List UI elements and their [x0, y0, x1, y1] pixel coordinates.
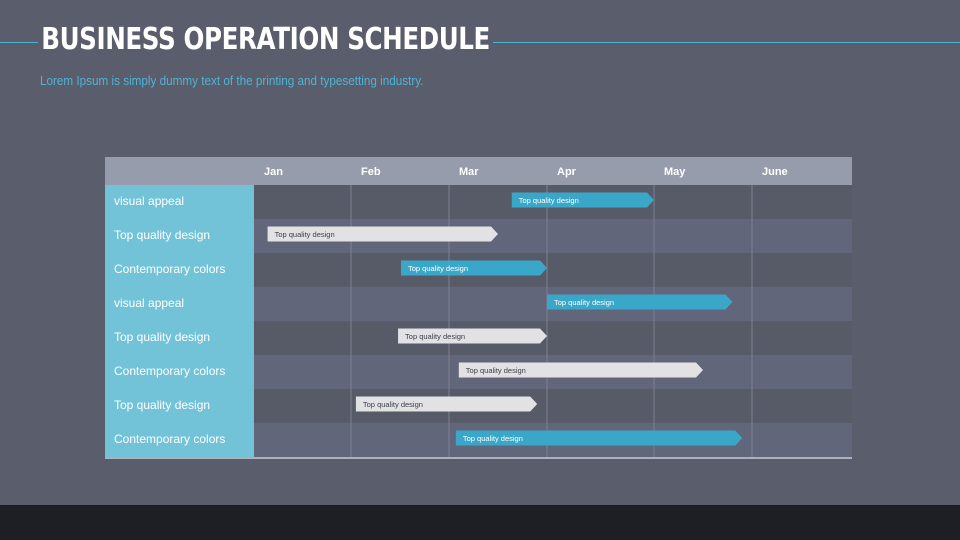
- month-label: Jan: [264, 166, 283, 178]
- task-label: Top quality design: [114, 330, 210, 344]
- task-bar: [400, 260, 547, 276]
- gantt-chart: Jan Feb Mar Apr May June visual appeal Top qual…: [105, 157, 852, 459]
- task-label: Contemporary colors: [114, 262, 225, 276]
- row-stripe: [254, 321, 852, 355]
- footer-bar: [0, 505, 960, 540]
- task-bar-label: Top quality design: [405, 332, 465, 341]
- task-label: Contemporary colors: [114, 364, 225, 378]
- task-label: Top quality design: [114, 228, 210, 242]
- month-label: Apr: [557, 166, 577, 178]
- month-label: June: [762, 166, 788, 178]
- task-label: Top quality design: [114, 398, 210, 412]
- month-label: Mar: [459, 166, 479, 178]
- header-row: [105, 157, 852, 185]
- task-label: visual appeal: [114, 194, 184, 208]
- month-label: Feb: [361, 166, 381, 178]
- task-bar-label: Top quality design: [463, 434, 523, 443]
- row-stripe: [254, 253, 852, 287]
- task-bar-label: Top quality design: [466, 366, 526, 375]
- task-bar: [458, 362, 703, 378]
- label-column: [105, 185, 254, 457]
- task-bar-label: Top quality design: [408, 264, 468, 273]
- task-bar: [267, 226, 498, 242]
- task-bar-label: Top quality design: [363, 400, 423, 409]
- task-bar: [355, 396, 538, 412]
- task-bar-label: Top quality design: [554, 298, 614, 307]
- task-label: visual appeal: [114, 296, 184, 310]
- task-bar-label: Top quality design: [275, 230, 335, 239]
- row-stripe: [254, 389, 852, 423]
- task-bar: [398, 328, 547, 344]
- page-subtitle: Lorem Ipsum is simply dummy text of the …: [40, 73, 424, 88]
- task-label: Contemporary colors: [114, 432, 225, 446]
- page-title: BUSINESS OPERATION SCHEDULE: [38, 22, 494, 57]
- task-bar-label: Top quality design: [519, 196, 579, 205]
- month-label: May: [664, 166, 686, 178]
- task-bar: [547, 294, 733, 310]
- task-bar: [511, 192, 654, 208]
- task-bar: [455, 430, 743, 446]
